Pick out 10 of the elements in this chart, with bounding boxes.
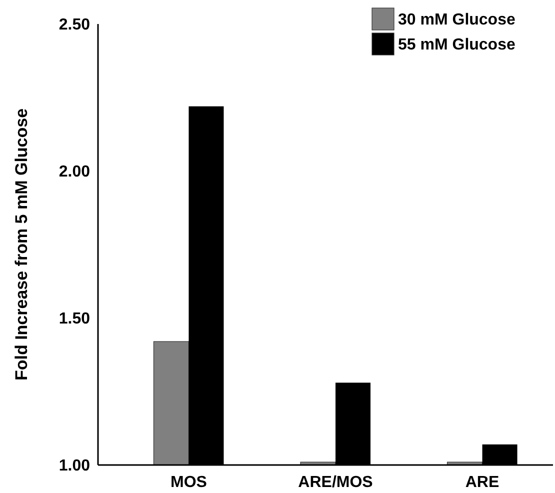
x-tick-label: ARE	[465, 474, 500, 491]
legend-label: 55 mM Glucose	[398, 36, 516, 54]
y-tick-label: 1.50	[58, 310, 90, 328]
y-tick-label: 2.50	[58, 16, 90, 34]
x-tick-label: ARE/MOS	[298, 474, 374, 491]
y-axis-title: Fold Increase from 5 mM Glucose	[12, 108, 31, 381]
y-tick-label: 1.00	[58, 458, 90, 475]
y-tick-label: 2.00	[58, 164, 90, 181]
legend-label: 30 mM Glucose	[398, 12, 516, 29]
x-tick-label: MOS	[170, 474, 208, 491]
